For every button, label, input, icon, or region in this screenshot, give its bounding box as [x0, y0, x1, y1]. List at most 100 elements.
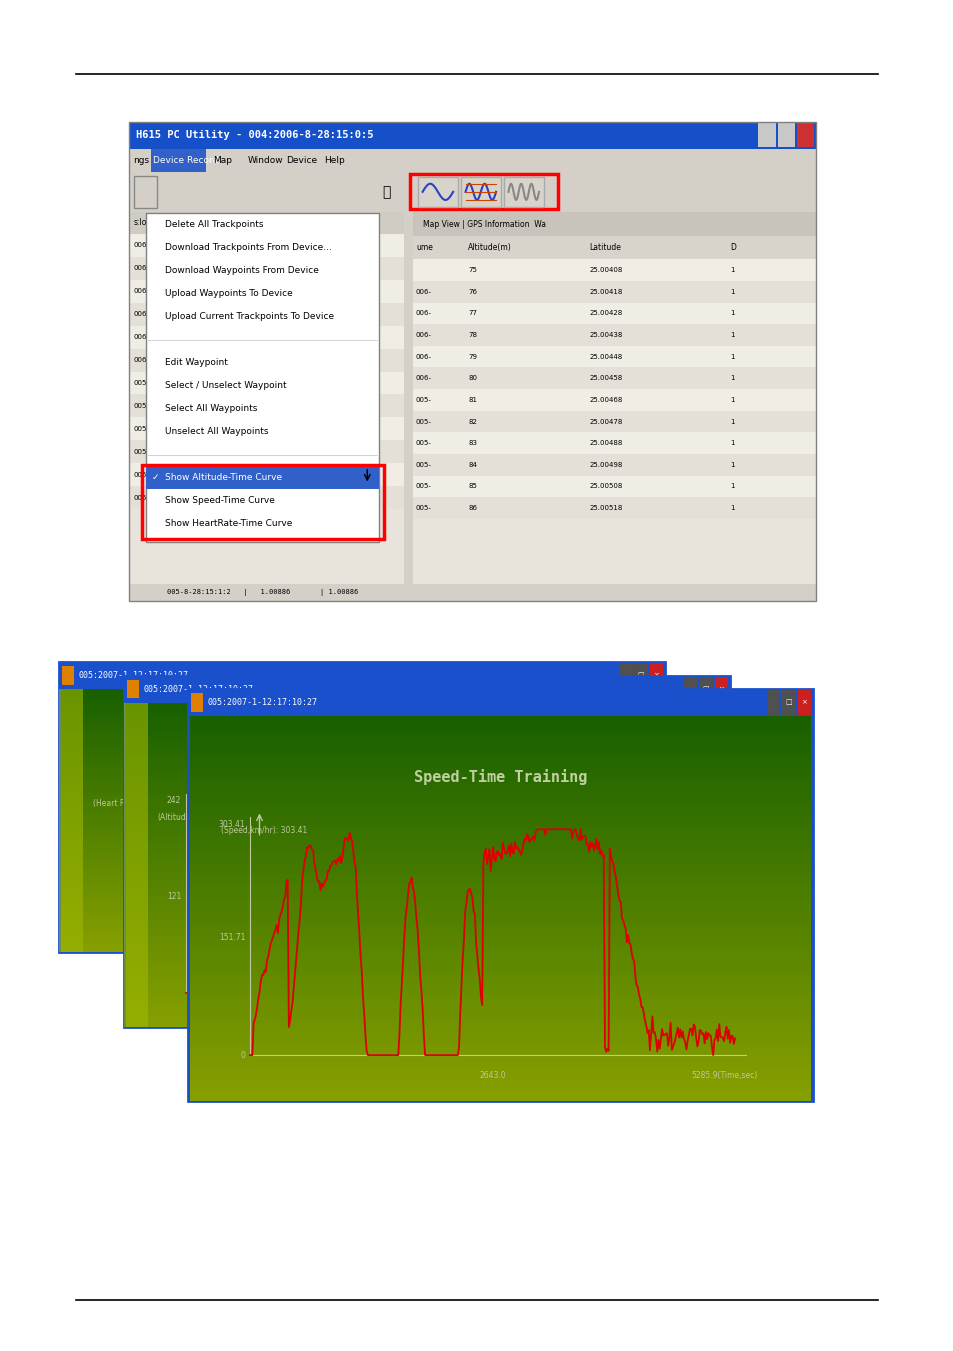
Text: 005:2007-1-12:17:10:27: 005:2007-1-12:17:10:27 [207, 698, 316, 707]
Bar [126, 952, 727, 958]
Bar [129, 172, 815, 212]
Bar [126, 790, 727, 796]
Text: 77: 77 [468, 311, 476, 316]
Bar [126, 871, 727, 877]
Bar [634, 663, 647, 688]
Bar [61, 915, 662, 920]
Bar [190, 720, 810, 725]
Bar [190, 908, 810, 913]
Bar [190, 724, 810, 731]
Bar [460, 177, 500, 207]
Bar [129, 584, 815, 601]
Bar [61, 704, 662, 709]
Bar [61, 830, 662, 834]
Text: 005-8-28:15:1:2: 005-8-28:15:1:2 [133, 494, 190, 501]
Bar [126, 758, 727, 763]
Text: 25.00488: 25.00488 [588, 440, 621, 446]
Bar [413, 367, 815, 389]
Bar [190, 1056, 810, 1062]
Bar [129, 326, 403, 349]
Text: Delete All Trackpoints: Delete All Trackpoints [165, 220, 263, 230]
Bar [61, 780, 662, 785]
Bar [61, 773, 662, 778]
Bar [190, 1023, 810, 1029]
Bar [190, 998, 810, 1005]
Text: 006-: 006- [133, 311, 150, 317]
Bar [126, 713, 727, 719]
Bar [126, 948, 727, 954]
Bar [61, 724, 662, 728]
Text: Map View | GPS Information  Wa: Map View | GPS Information Wa [422, 220, 545, 228]
Bar [190, 739, 810, 744]
Bar [126, 892, 727, 897]
Bar [126, 863, 727, 869]
Bar [126, 762, 727, 767]
Text: Device Record: Device Record [152, 155, 218, 165]
Bar [126, 912, 727, 917]
Text: Download Waypoints From Device: Download Waypoints From Device [165, 266, 318, 276]
Bar [126, 786, 727, 792]
Bar [190, 820, 810, 827]
Bar [61, 790, 662, 794]
Bar [188, 689, 812, 716]
Text: 005-: 005- [416, 505, 432, 511]
Bar [190, 1085, 810, 1092]
Bar [127, 680, 139, 698]
Bar [124, 676, 729, 1027]
Bar [190, 965, 810, 971]
Bar [126, 701, 727, 707]
Text: D: D [729, 243, 735, 253]
Text: 006-: 006- [416, 311, 432, 316]
Bar [61, 711, 662, 716]
Text: Altitude(m): Altitude(m) [468, 243, 512, 253]
Bar [129, 122, 815, 149]
Bar [61, 823, 662, 827]
Bar [190, 1090, 810, 1096]
Bar [190, 989, 810, 996]
Bar [61, 882, 662, 886]
Text: Window: Window [248, 155, 283, 165]
Bar [126, 924, 727, 929]
Bar [190, 767, 810, 774]
Bar [126, 807, 727, 812]
Bar [61, 908, 662, 913]
Bar [61, 793, 662, 797]
Bar [61, 862, 662, 867]
Bar [190, 1004, 810, 1009]
Bar [190, 979, 810, 986]
Text: 005-: 005- [416, 484, 432, 489]
Bar [126, 981, 727, 986]
Bar [126, 880, 727, 885]
Bar [126, 802, 727, 808]
Text: 1: 1 [729, 289, 734, 295]
Text: 82: 82 [468, 419, 476, 424]
Text: 005:2007-1-12:17:10:27: 005:2007-1-12:17:10:27 [78, 671, 188, 680]
Text: 006-: 006- [133, 334, 150, 340]
Bar [413, 476, 815, 497]
Bar [61, 931, 662, 936]
Bar [126, 875, 727, 881]
Text: ✓: ✓ [152, 473, 159, 482]
Bar [126, 738, 727, 743]
Bar [766, 690, 780, 715]
Bar [61, 819, 662, 824]
Bar [126, 746, 727, 751]
Bar [61, 796, 662, 801]
Text: (Altitude,meter):242: (Altitude,meter):242 [157, 813, 235, 821]
Text: 25.00448: 25.00448 [588, 354, 621, 359]
Bar [126, 754, 727, 759]
Text: 81: 81 [468, 397, 476, 403]
Text: 121: 121 [167, 892, 181, 901]
Bar [190, 1042, 810, 1048]
Bar [191, 693, 203, 712]
Bar [190, 777, 810, 784]
Bar [129, 212, 403, 601]
Text: 83: 83 [468, 440, 476, 446]
Bar [190, 1047, 810, 1052]
Bar [714, 677, 727, 701]
Bar [61, 720, 662, 725]
Bar [133, 176, 157, 208]
Bar [190, 1094, 810, 1101]
Bar [190, 748, 810, 754]
Bar [61, 875, 662, 880]
